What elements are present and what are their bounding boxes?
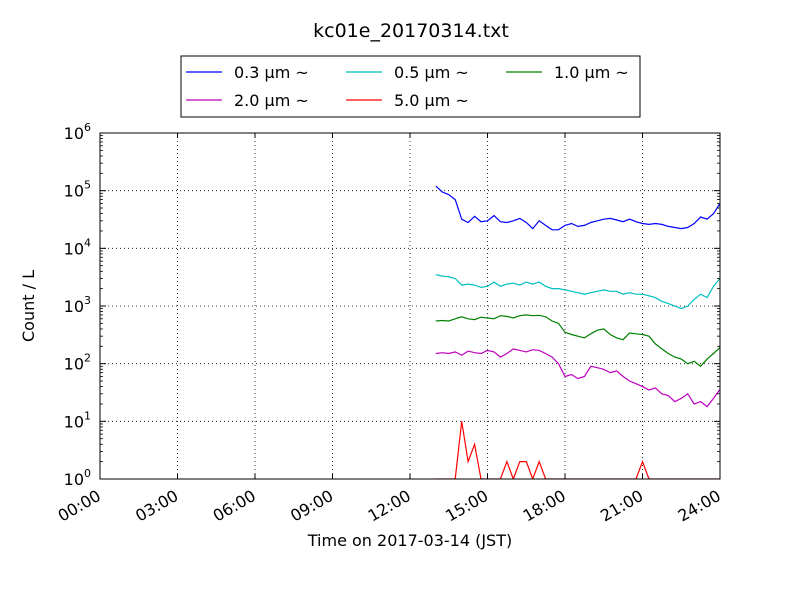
y-tick-label: 105: [64, 179, 91, 201]
x-tick-label: 24:00: [675, 486, 724, 526]
series-line-0: [435, 185, 720, 231]
x-tick-label: 12:00: [365, 486, 414, 526]
y-tick-label: 103: [64, 294, 91, 316]
x-tick-label: 21:00: [597, 486, 646, 526]
series-line-2: [435, 314, 720, 368]
x-tick-label: 18:00: [520, 486, 569, 526]
series-line-3: [435, 348, 720, 408]
y-tick-label: 100: [64, 467, 91, 489]
y-tick-label: 104: [64, 236, 91, 258]
x-tick-label: 00:00: [55, 486, 104, 526]
grid: [100, 133, 720, 479]
legend-box: [180, 55, 641, 118]
y-tick-label: 101: [64, 409, 91, 431]
series-line-4: [435, 421, 720, 479]
legend-label-2: 1.0 μm ~: [554, 63, 629, 82]
chart-title: kc01e_20170314.txt: [313, 20, 509, 42]
series-line-1: [435, 274, 720, 310]
series-layer: [435, 185, 720, 479]
legend-label-0: 0.3 μm ~: [234, 63, 309, 82]
y-axis-label: Count / L: [19, 270, 38, 342]
x-tick-label: 09:00: [287, 486, 336, 526]
legend: 0.3 μm ~ 0.5 μm ~ 1.0 μm ~ 2.0 μm ~ 5.0 μm ~: [180, 55, 641, 118]
x-tick-label: 06:00: [210, 486, 259, 526]
x-axis-label: Time on 2017-03-14 (JST): [307, 531, 512, 550]
y-tick-label: 106: [64, 121, 91, 143]
y-tick-label: 102: [64, 352, 91, 374]
legend-label-1: 0.5 μm ~: [394, 63, 469, 82]
legend-label-3: 2.0 μm ~: [234, 91, 309, 110]
x-tick-label: 03:00: [132, 486, 181, 526]
ticks: 00:00 03:00 06:00 09:00 12:00 15:00 18:00 21:00…: [55, 121, 724, 526]
legend-label-4: 5.0 μm ~: [394, 91, 469, 110]
x-tick-label: 15:00: [442, 486, 491, 526]
